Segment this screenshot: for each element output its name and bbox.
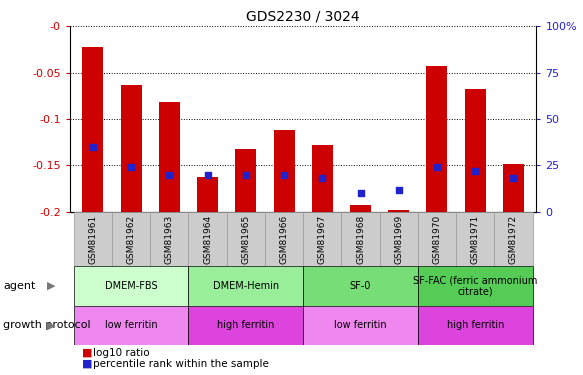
Bar	[112, 212, 150, 266]
Point	[394, 187, 403, 193]
Bar	[74, 266, 188, 306]
Point	[356, 190, 365, 196]
Point	[127, 164, 136, 170]
Text: low ferritin: low ferritin	[105, 320, 157, 330]
Bar	[503, 164, 524, 212]
Text: GSM81963: GSM81963	[165, 214, 174, 264]
Point	[470, 168, 480, 174]
Bar	[303, 212, 342, 266]
Text: SF-0: SF-0	[350, 281, 371, 291]
Bar	[227, 212, 265, 266]
Bar	[418, 306, 532, 345]
Bar	[350, 206, 371, 212]
Text: GSM81972: GSM81972	[509, 214, 518, 264]
Text: GSM81966: GSM81966	[279, 214, 289, 264]
Bar	[236, 149, 257, 212]
Bar	[418, 212, 456, 266]
Bar	[273, 130, 294, 212]
Bar	[74, 212, 112, 266]
Text: GSM81962: GSM81962	[127, 214, 136, 264]
Text: ▶: ▶	[47, 281, 55, 291]
Bar	[303, 266, 418, 306]
Title: GDS2230 / 3024: GDS2230 / 3024	[247, 10, 360, 24]
Bar	[418, 266, 532, 306]
Point	[318, 176, 327, 181]
Point	[279, 172, 289, 178]
Bar	[159, 102, 180, 212]
Bar	[265, 212, 303, 266]
Bar	[188, 266, 303, 306]
Text: GSM81971: GSM81971	[470, 214, 480, 264]
Text: high ferritin: high ferritin	[447, 320, 504, 330]
Text: GSM81968: GSM81968	[356, 214, 365, 264]
Bar	[303, 306, 418, 345]
Bar	[188, 212, 227, 266]
Text: log10 ratio: log10 ratio	[93, 348, 150, 357]
Text: ▶: ▶	[47, 321, 55, 330]
Bar	[74, 306, 188, 345]
Point	[164, 172, 174, 178]
Text: agent: agent	[3, 281, 36, 291]
Text: GSM81965: GSM81965	[241, 214, 250, 264]
Point	[241, 172, 251, 178]
Point	[88, 144, 97, 150]
Text: GSM81970: GSM81970	[433, 214, 441, 264]
Text: growth protocol: growth protocol	[3, 321, 90, 330]
Bar	[312, 145, 333, 212]
Text: GSM81964: GSM81964	[203, 214, 212, 264]
Text: DMEM-FBS: DMEM-FBS	[105, 281, 157, 291]
Bar	[197, 177, 218, 212]
Text: percentile rank within the sample: percentile rank within the sample	[93, 359, 269, 369]
Bar	[494, 212, 532, 266]
Bar	[380, 212, 418, 266]
Text: high ferritin: high ferritin	[217, 320, 275, 330]
Bar	[465, 89, 486, 212]
Text: GSM81961: GSM81961	[89, 214, 97, 264]
Bar	[388, 210, 409, 212]
Text: ■: ■	[82, 348, 92, 357]
Bar	[150, 212, 188, 266]
Text: low ferritin: low ferritin	[334, 320, 387, 330]
Bar	[121, 85, 142, 212]
Bar	[342, 212, 380, 266]
Bar	[82, 46, 103, 212]
Bar	[426, 66, 448, 212]
Text: DMEM-Hemin: DMEM-Hemin	[213, 281, 279, 291]
Bar	[456, 212, 494, 266]
Text: ■: ■	[82, 359, 92, 369]
Text: GSM81967: GSM81967	[318, 214, 327, 264]
Point	[509, 176, 518, 181]
Text: GSM81969: GSM81969	[394, 214, 403, 264]
Text: SF-FAC (ferric ammonium
citrate): SF-FAC (ferric ammonium citrate)	[413, 275, 538, 297]
Point	[203, 172, 212, 178]
Bar	[188, 306, 303, 345]
Point	[433, 164, 442, 170]
